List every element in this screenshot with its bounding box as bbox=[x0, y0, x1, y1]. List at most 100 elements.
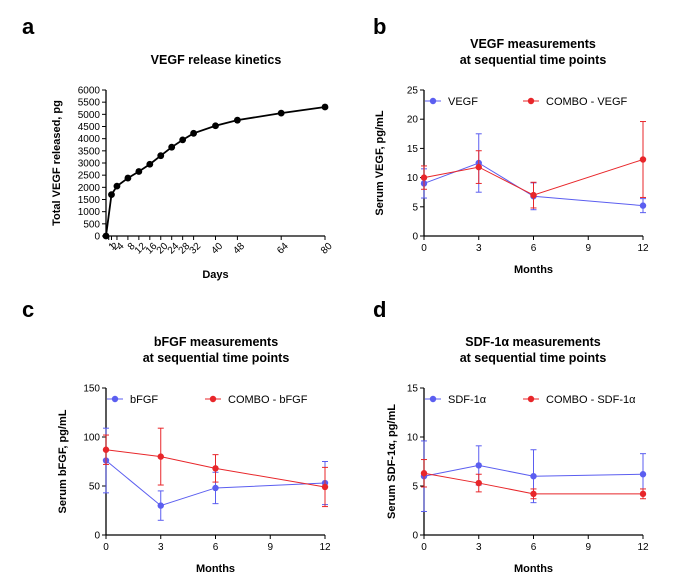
data-point bbox=[124, 174, 132, 182]
x-tick-label: 3 bbox=[476, 542, 482, 553]
y-tick-label: 100 bbox=[83, 433, 100, 444]
x-tick-label: 9 bbox=[267, 542, 273, 553]
panel-letter: c bbox=[22, 297, 34, 322]
chart-title: bFGF measurements bbox=[154, 335, 278, 349]
series-line bbox=[105, 460, 326, 507]
legend-entry: COMBO - VEGF bbox=[523, 96, 628, 108]
y-tick-label: 150 bbox=[83, 384, 100, 395]
y-tick-label: 5 bbox=[412, 202, 418, 213]
data-point bbox=[135, 168, 143, 175]
data-point bbox=[639, 471, 647, 478]
y-tick-label: 4000 bbox=[78, 134, 101, 145]
series-combo-vegf bbox=[420, 121, 647, 209]
legend-entry: COMBO - bFGF bbox=[205, 394, 308, 406]
legend-entry: COMBO - SDF-1α bbox=[523, 394, 636, 406]
y-axis-label: Serum bFGF, pg/mL bbox=[57, 409, 69, 513]
x-tick-label: 9 bbox=[585, 243, 591, 254]
legend-entry: VEGF bbox=[425, 96, 478, 108]
y-tick-label: 3000 bbox=[78, 159, 101, 170]
data-point bbox=[475, 479, 482, 487]
x-tick-label: 12 bbox=[637, 542, 649, 553]
series-combo-bfgf bbox=[102, 427, 329, 508]
x-axis-label: Months bbox=[196, 563, 235, 575]
legend-entry: bFGF bbox=[107, 394, 158, 406]
series-combo-sdf-1- bbox=[420, 459, 647, 500]
data-point bbox=[639, 156, 647, 163]
y-tick-label: 1500 bbox=[78, 195, 101, 206]
y-tick-label: 5500 bbox=[78, 98, 101, 109]
panel-a: a VEGF release kinetics 0 50010001500200025… bbox=[22, 14, 335, 281]
y-tick-label: 3500 bbox=[78, 146, 101, 157]
x-tick-label: 6 bbox=[213, 542, 219, 553]
y-tick-label: 10 bbox=[407, 173, 419, 184]
series-line bbox=[423, 472, 643, 495]
data-point bbox=[108, 191, 115, 199]
y-tick-label: 10 bbox=[407, 433, 419, 444]
data-point bbox=[113, 182, 121, 190]
data-point bbox=[157, 453, 164, 460]
data-point bbox=[420, 470, 428, 477]
data-point bbox=[475, 163, 482, 171]
legend-marker bbox=[209, 395, 217, 403]
x-tick-label: 3 bbox=[476, 243, 482, 254]
y-tick-label: 2500 bbox=[78, 171, 101, 182]
panel-letter: b bbox=[373, 14, 386, 39]
legend-label: COMBO - bFGF bbox=[228, 394, 308, 406]
data-point bbox=[234, 116, 241, 124]
data-point bbox=[157, 152, 165, 160]
panel-c: c bFGF measurements at sequential time poi… bbox=[22, 297, 331, 575]
x-tick-label: 0 bbox=[421, 243, 427, 254]
x-axis-label: Months bbox=[514, 264, 553, 276]
legend-marker bbox=[429, 97, 437, 105]
legend-marker bbox=[111, 395, 119, 403]
data-point bbox=[212, 465, 219, 472]
data-point bbox=[639, 202, 647, 209]
y-tick-label: 15 bbox=[407, 384, 419, 395]
legend-label: COMBO - VEGF bbox=[546, 96, 628, 108]
x-axis-label: Days bbox=[202, 269, 228, 281]
y-tick-label: 0 bbox=[94, 232, 100, 243]
y-tick-label: 0 bbox=[94, 531, 100, 542]
x-tick-label: 32 bbox=[188, 241, 204, 257]
legend-marker bbox=[429, 395, 437, 403]
y-axis-label: Total VEGF released, pg bbox=[51, 100, 63, 226]
chart-title: SDF-1α measurements bbox=[465, 335, 601, 349]
legend-label: VEGF bbox=[448, 96, 478, 108]
y-tick-label: 5000 bbox=[78, 110, 101, 121]
panel-d: d SDF-1α measurements at sequential time p… bbox=[373, 297, 649, 575]
series-line bbox=[423, 464, 644, 477]
y-tick-label: 1000 bbox=[78, 207, 101, 218]
data-point bbox=[530, 490, 537, 498]
panel-letter: a bbox=[22, 14, 35, 39]
data-point bbox=[212, 122, 219, 130]
x-tick-label: 0 bbox=[421, 542, 427, 553]
data-point bbox=[639, 490, 647, 498]
chart-title: VEGF release kinetics bbox=[151, 53, 282, 67]
y-tick-label: 6000 bbox=[78, 86, 101, 97]
y-axis-label: Serum SDF-1α, pg/mL bbox=[386, 404, 398, 519]
x-tick-label: 40 bbox=[210, 241, 226, 257]
legend-marker bbox=[527, 395, 535, 403]
data-point bbox=[102, 232, 110, 240]
chart-title: at sequential time points bbox=[460, 53, 607, 67]
y-tick-label: 500 bbox=[83, 219, 100, 230]
x-tick-label: 12 bbox=[637, 243, 649, 254]
data-point bbox=[530, 191, 537, 199]
legend-label: bFGF bbox=[130, 394, 158, 406]
x-tick-label: 48 bbox=[231, 241, 247, 257]
data-point bbox=[321, 103, 329, 111]
data-point bbox=[321, 483, 329, 491]
x-tick-label: 12 bbox=[319, 542, 331, 553]
legend-entry: SDF-1α bbox=[425, 394, 487, 406]
data-point bbox=[179, 136, 187, 144]
y-tick-label: 20 bbox=[407, 115, 419, 126]
y-tick-label: 2000 bbox=[78, 183, 101, 194]
data-point bbox=[157, 502, 164, 509]
y-tick-label: 0 bbox=[412, 531, 418, 542]
data-point bbox=[190, 129, 198, 137]
y-tick-label: 4500 bbox=[78, 122, 101, 133]
legend-marker bbox=[527, 97, 535, 105]
data-point bbox=[475, 462, 482, 469]
y-axis-label: Serum VEGF, pg/mL bbox=[374, 110, 386, 215]
